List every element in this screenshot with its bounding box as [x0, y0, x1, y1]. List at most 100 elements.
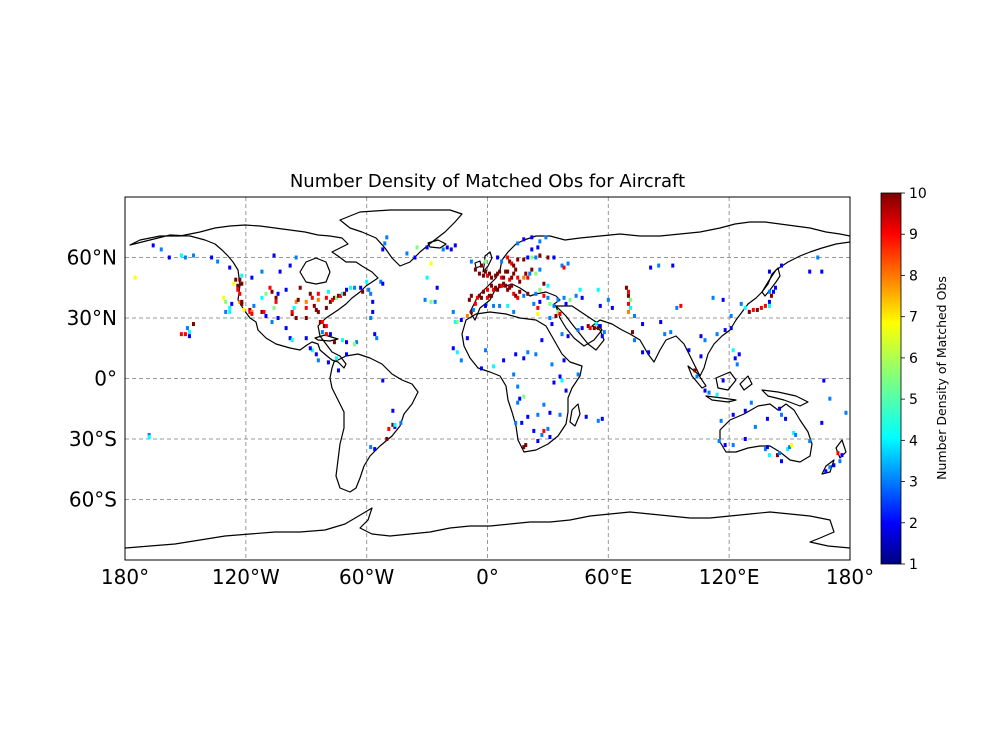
obs-cell — [369, 316, 373, 320]
obs-cell — [479, 295, 483, 300]
obs-cell — [312, 303, 316, 308]
obs-cell — [276, 291, 280, 296]
coastline-iceland — [427, 239, 447, 249]
obs-cell — [526, 414, 530, 419]
obs-cell — [512, 263, 516, 268]
obs-cell — [151, 243, 155, 248]
obs-cell — [546, 426, 550, 431]
obs-cell — [558, 374, 562, 379]
obs-cell — [236, 287, 240, 292]
obs-cell — [594, 322, 598, 327]
obs-cell — [371, 299, 375, 304]
obs-cell — [343, 291, 347, 296]
obs-cell — [316, 309, 320, 314]
obs-cell — [518, 279, 522, 284]
obs-cell — [449, 247, 453, 252]
obs-cell — [445, 245, 449, 250]
obs-cell — [490, 275, 494, 280]
obs-cell — [465, 313, 469, 318]
obs-cell — [183, 255, 187, 260]
obs-cell — [699, 334, 703, 339]
obs-cell — [552, 255, 556, 260]
obs-cell — [187, 334, 191, 339]
obs-cell — [836, 451, 840, 456]
obs-cell — [671, 263, 675, 268]
obs-cell — [179, 253, 183, 258]
obs-cell — [262, 309, 266, 314]
obs-cell — [703, 388, 707, 393]
obs-cell — [516, 241, 520, 246]
obs-cell — [560, 332, 564, 337]
obs-cell — [530, 247, 534, 252]
obs-cell — [252, 303, 256, 308]
obs-cell — [522, 445, 526, 450]
obs-cell — [526, 275, 530, 280]
obs-cell — [550, 362, 554, 367]
obs-cell — [341, 338, 344, 343]
obs-cell — [324, 324, 328, 329]
obs-cell — [538, 267, 542, 272]
obs-cell — [504, 269, 508, 274]
obs-cell — [387, 426, 391, 431]
obs-cell — [473, 301, 477, 306]
colorbar-tick-label: 4 — [909, 433, 918, 449]
colorbar-scale — [880, 192, 902, 565]
colorbar-tick-label: 10 — [909, 186, 927, 202]
obs-cell — [345, 352, 349, 357]
obs-cell — [471, 307, 475, 312]
obs-cell — [369, 445, 373, 450]
obs-cell — [733, 356, 737, 361]
obs-cell — [767, 289, 771, 294]
obs-cell — [191, 322, 195, 327]
obs-cell — [500, 275, 504, 280]
obs-cell — [290, 311, 294, 316]
coastline-australia — [719, 403, 813, 463]
obs-cell — [506, 255, 510, 260]
obs-cell — [236, 283, 240, 288]
obs-cell — [792, 430, 796, 435]
obs-cell — [268, 285, 272, 290]
obs-cell — [345, 287, 349, 292]
obs-cell — [554, 313, 558, 318]
obs-cell — [228, 305, 232, 310]
obs-cell — [576, 372, 580, 377]
obs-cell — [459, 358, 463, 363]
obs-cell — [502, 358, 506, 363]
obs-cell — [536, 305, 540, 310]
obs-cell — [633, 313, 637, 318]
obs-cell — [510, 283, 514, 288]
obs-cell — [542, 402, 546, 407]
obs-cell — [518, 396, 522, 401]
obs-cell — [359, 285, 363, 290]
obs-cell — [391, 408, 395, 413]
obs-cell — [731, 348, 735, 353]
obs-cell — [248, 307, 252, 312]
obs-cell — [536, 245, 540, 250]
obs-cell — [536, 311, 540, 316]
obs-cell — [771, 289, 775, 294]
obs-cell — [747, 309, 751, 314]
obs-cell — [776, 453, 779, 458]
obs-cell — [242, 307, 246, 312]
obs-cell — [290, 309, 294, 314]
obs-cell — [310, 295, 314, 300]
obs-cell — [649, 265, 653, 270]
obs-cell — [780, 263, 784, 268]
obs-cell — [222, 295, 226, 300]
obs-cell — [512, 372, 516, 377]
obs-cell — [735, 362, 739, 367]
obs-cell — [767, 299, 771, 304]
obs-cell — [669, 330, 673, 335]
obs-cell — [284, 326, 288, 331]
obs-cell — [328, 299, 332, 304]
obs-cell — [538, 253, 542, 258]
obs-cell — [765, 416, 769, 421]
coastline-arabia — [555, 305, 603, 347]
obs-cell — [469, 259, 473, 264]
obs-cell — [737, 352, 741, 357]
obs-cell — [731, 412, 735, 417]
obs-cell — [578, 287, 582, 292]
obs-cell — [475, 295, 479, 300]
colorbar-tick-label: 7 — [909, 310, 918, 326]
